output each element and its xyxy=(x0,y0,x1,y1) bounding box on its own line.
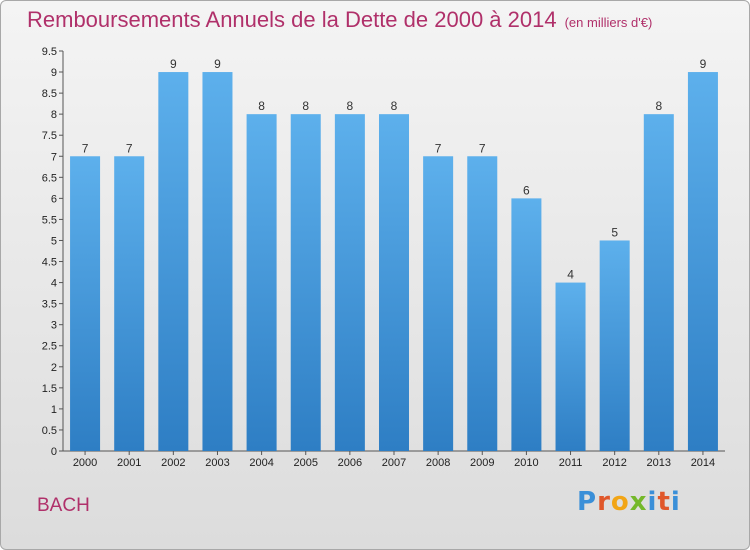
x-tick-label: 2001 xyxy=(117,457,141,469)
y-tick-label: 2 xyxy=(51,362,57,374)
x-tick-label: 2007 xyxy=(382,457,406,469)
bar-value-label: 7 xyxy=(82,141,89,155)
x-tick-label: 2006 xyxy=(338,457,362,469)
bar-value-label: 7 xyxy=(479,141,486,155)
bar-value-label: 8 xyxy=(302,99,309,113)
y-tick-label: 1.5 xyxy=(42,383,57,395)
bar-value-label: 7 xyxy=(435,141,442,155)
bar xyxy=(378,114,410,451)
bar-value-label: 7 xyxy=(126,141,133,155)
y-tick-label: 6.5 xyxy=(42,172,57,184)
bar xyxy=(114,156,145,451)
logo-letter: i xyxy=(647,487,658,517)
bar xyxy=(246,114,277,451)
y-tick-label: 4 xyxy=(51,278,57,290)
bar-value-label: 9 xyxy=(700,57,707,71)
x-tick-label: 2014 xyxy=(691,457,715,469)
logo-letter: x xyxy=(629,487,648,517)
x-tick-label: 2000 xyxy=(73,457,97,469)
logo-letter: o xyxy=(610,487,630,517)
bar xyxy=(423,156,454,451)
logo-letter: P xyxy=(577,487,598,517)
y-tick-label: 2.5 xyxy=(42,341,57,353)
bar xyxy=(202,72,233,451)
y-tick-label: 7 xyxy=(51,151,57,163)
bar xyxy=(467,156,498,451)
bar xyxy=(334,114,365,451)
y-tick-label: 6 xyxy=(51,193,57,205)
y-tick-label: 8 xyxy=(51,109,57,121)
y-tick-label: 8.5 xyxy=(42,88,57,100)
x-tick-label: 2009 xyxy=(470,457,494,469)
chart-title: Remboursements Annuels de la Dette de 20… xyxy=(27,7,652,33)
bars xyxy=(70,72,718,451)
y-tick-label: 9.5 xyxy=(42,46,57,58)
x-tick-label: 2002 xyxy=(161,457,185,469)
x-tick-label: 2003 xyxy=(205,457,229,469)
y-tick-label: 9 xyxy=(51,67,57,79)
bar-value-label: 8 xyxy=(347,99,354,113)
logo-letter: r xyxy=(597,487,611,517)
data-labels: 7 7 9 9 8 8 8 8 7 7 6 4 5 8 9 xyxy=(82,57,707,282)
y-tick-label: 5.5 xyxy=(42,214,57,226)
bar xyxy=(290,114,321,451)
y-tick-label: 0.5 xyxy=(42,425,57,437)
chart-title-text: Remboursements Annuels de la Dette de 20… xyxy=(27,7,557,32)
y-tick-label: 1 xyxy=(51,404,57,416)
bar-value-label: 9 xyxy=(170,57,177,71)
y-tick-label: 3.5 xyxy=(42,299,57,311)
bar xyxy=(687,72,718,451)
bar xyxy=(643,114,674,451)
y-tick-label: 5 xyxy=(51,235,57,247)
x-tick-label: 2008 xyxy=(426,457,450,469)
bar-value-label: 6 xyxy=(523,183,530,197)
x-tick-label: 2010 xyxy=(514,457,538,469)
unit-label: (en milliers d'€) xyxy=(564,15,653,30)
y-tick-label: 4.5 xyxy=(42,257,57,269)
bar xyxy=(599,240,630,451)
commune-name: BACH xyxy=(37,495,90,516)
x-tick-label: 2013 xyxy=(647,457,671,469)
x-tick-label: 2004 xyxy=(249,457,273,469)
bar-value-label: 8 xyxy=(655,99,662,113)
bar-value-label: 9 xyxy=(214,57,221,71)
bar xyxy=(555,282,586,451)
bar xyxy=(70,156,101,451)
proxiti-logo: Proxiti xyxy=(577,487,681,517)
y-tick-label: 7.5 xyxy=(42,130,57,142)
bar-value-label: 8 xyxy=(258,99,265,113)
x-tick-label: 2005 xyxy=(293,457,317,469)
bar xyxy=(158,72,189,451)
logo-letter: t xyxy=(657,487,671,517)
logo-letter: i xyxy=(670,487,681,517)
bar-value-label: 4 xyxy=(567,268,574,282)
axes: 0 0.5 1 1.5 2 2.5 3 3.5 4 4.5 5 5.5 6 6.5 7 7.5 8 8.5 9 9.5… xyxy=(42,46,725,469)
bar-value-label: 5 xyxy=(611,225,618,239)
bar xyxy=(511,198,542,451)
y-tick-label: 0 xyxy=(51,446,57,458)
x-tick-label: 2012 xyxy=(602,457,626,469)
y-tick-label: 3 xyxy=(51,320,57,332)
x-tick-label: 2011 xyxy=(559,457,583,469)
bar-value-label: 8 xyxy=(391,99,398,113)
